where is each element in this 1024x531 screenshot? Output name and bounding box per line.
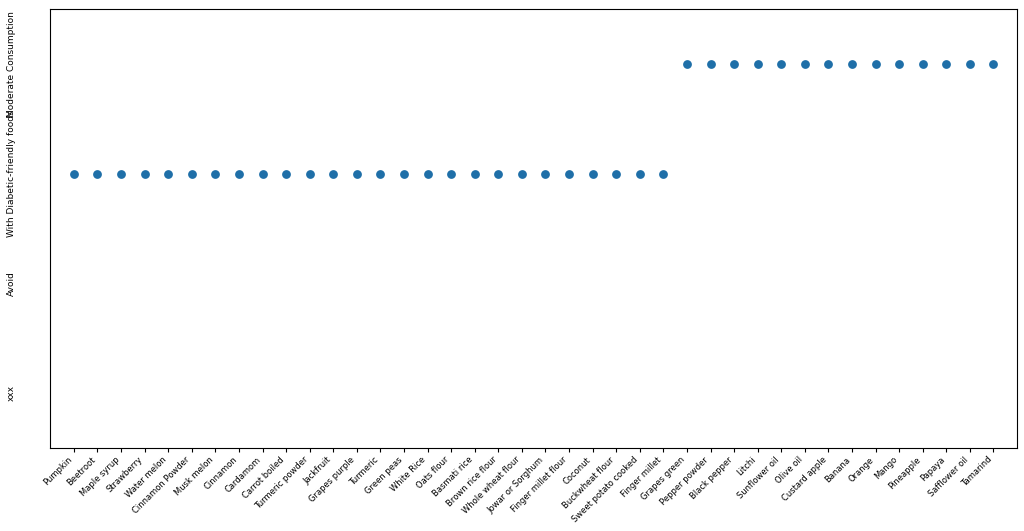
Point bbox=[938, 59, 954, 68]
Point bbox=[160, 169, 176, 178]
Point bbox=[301, 169, 317, 178]
Point bbox=[585, 169, 601, 178]
Point bbox=[561, 169, 578, 178]
Point bbox=[443, 169, 460, 178]
Point bbox=[632, 169, 648, 178]
Point bbox=[467, 169, 483, 178]
Point bbox=[420, 169, 436, 178]
Point bbox=[325, 169, 341, 178]
Point bbox=[538, 169, 554, 178]
Point bbox=[514, 169, 530, 178]
Point bbox=[820, 59, 837, 68]
Point bbox=[844, 59, 860, 68]
Point bbox=[608, 169, 625, 178]
Point bbox=[679, 59, 695, 68]
Point bbox=[985, 59, 1001, 68]
Point bbox=[396, 169, 413, 178]
Point bbox=[113, 169, 129, 178]
Point bbox=[797, 59, 813, 68]
Point bbox=[773, 59, 790, 68]
Point bbox=[207, 169, 223, 178]
Point bbox=[348, 169, 365, 178]
Point bbox=[726, 59, 742, 68]
Point bbox=[136, 169, 153, 178]
Point bbox=[914, 59, 931, 68]
Point bbox=[66, 169, 82, 178]
Point bbox=[183, 169, 200, 178]
Point bbox=[373, 169, 389, 178]
Point bbox=[891, 59, 907, 68]
Point bbox=[867, 59, 884, 68]
Point bbox=[702, 59, 719, 68]
Point bbox=[230, 169, 247, 178]
Point bbox=[750, 59, 766, 68]
Point bbox=[962, 59, 978, 68]
Point bbox=[655, 169, 672, 178]
Point bbox=[278, 169, 294, 178]
Point bbox=[490, 169, 507, 178]
Point bbox=[254, 169, 270, 178]
Point bbox=[89, 169, 105, 178]
